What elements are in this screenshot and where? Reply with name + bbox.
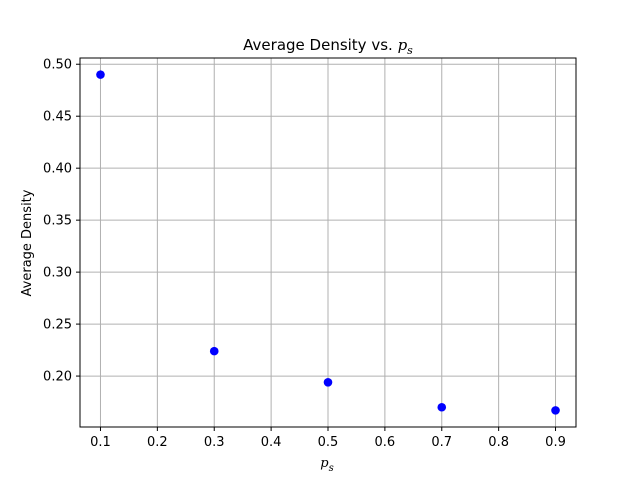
data-point	[209, 346, 219, 356]
x-tick-label: 0.6	[375, 435, 396, 450]
chart-title-math-sub: s	[407, 44, 413, 57]
x-axis-label: ps	[320, 456, 333, 474]
x-tick-label: 0.5	[318, 435, 339, 450]
grid	[80, 58, 576, 427]
x-tick-label: 0.2	[147, 435, 168, 450]
ticks: 0.1 0.2 0.3 0.4 0.5 0.6 0.7 0.8 0.9 0.20 0.25 0.30 0…	[43, 58, 566, 450]
y-tick-label: 0.50	[43, 58, 72, 73]
x-tick-label: 0.1	[90, 435, 111, 450]
x-axis-label-sub: s	[329, 463, 334, 474]
data-point	[323, 378, 333, 387]
y-tick-label: 0.45	[43, 110, 72, 125]
y-axis-label: Average Density	[20, 189, 35, 296]
y-tick-label: 0.25	[43, 318, 72, 333]
x-tick-label: 0.9	[545, 435, 566, 450]
x-tick-label: 0.8	[488, 435, 509, 450]
plot-frame	[79, 57, 577, 428]
chart-title: Average Density vs. ps	[243, 36, 413, 57]
y-tick-label: 0.40	[43, 162, 72, 177]
data-points	[96, 70, 560, 415]
chart-title-text: Average Density vs.	[243, 36, 397, 54]
x-tick-label: 0.3	[204, 435, 225, 450]
data-point	[551, 406, 560, 415]
x-tick-label: 0.7	[431, 435, 452, 450]
x-tick-label: 0.4	[261, 435, 282, 450]
y-tick-label: 0.35	[43, 214, 72, 229]
x-axis-label-base: p	[320, 456, 329, 471]
y-tick-label: 0.30	[43, 266, 72, 281]
data-point	[437, 402, 447, 412]
chart-title-math-base: p	[398, 36, 408, 54]
y-tick-label: 0.20	[43, 370, 72, 385]
data-point	[96, 70, 105, 79]
